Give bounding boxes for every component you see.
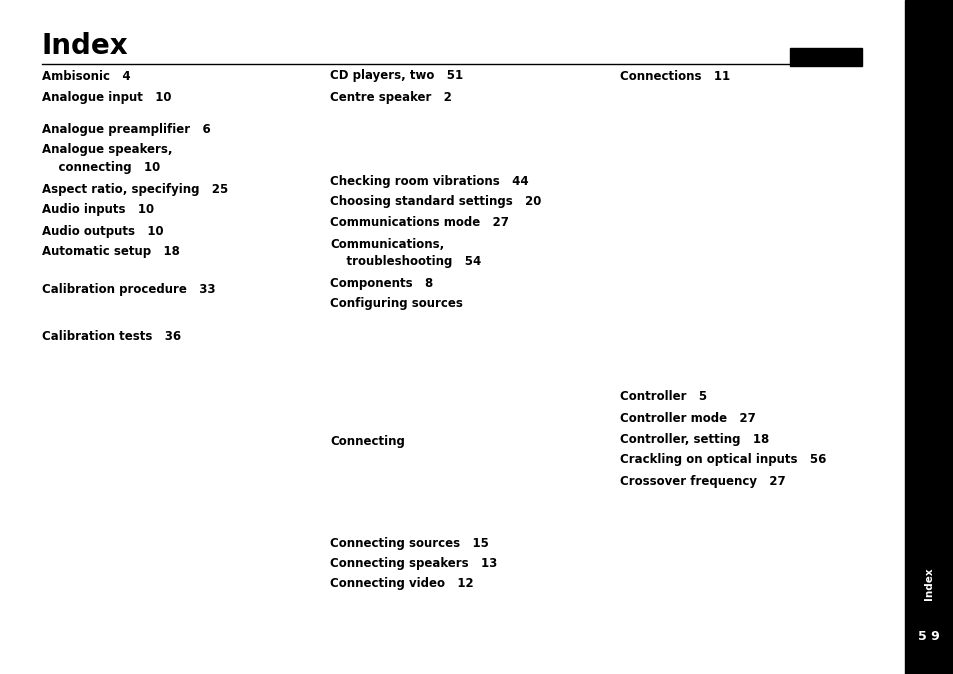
Text: connecting   10: connecting 10 (42, 162, 160, 175)
Bar (789, 48, 862, 66)
Text: Crackling on optical inputs   56: Crackling on optical inputs 56 (619, 454, 825, 466)
Text: Components   8: Components 8 (330, 276, 433, 290)
Text: Connections   11: Connections 11 (619, 69, 729, 82)
Text: Communications,: Communications, (330, 237, 444, 251)
Text: Automatic setup   18: Automatic setup 18 (42, 245, 180, 259)
Text: Centre speaker   2: Centre speaker 2 (330, 90, 452, 104)
Text: Analogue preamplifier   6: Analogue preamplifier 6 (42, 123, 211, 135)
Text: Connecting: Connecting (330, 435, 404, 448)
Text: Controller   5: Controller 5 (619, 390, 706, 404)
Bar (904, 0, 953, 674)
Text: Controller, setting   18: Controller, setting 18 (619, 433, 768, 446)
Text: Choosing standard settings   20: Choosing standard settings 20 (330, 195, 540, 208)
Text: Audio inputs   10: Audio inputs 10 (42, 204, 154, 216)
Text: Connecting video   12: Connecting video 12 (330, 578, 473, 590)
Text: Audio outputs   10: Audio outputs 10 (42, 224, 164, 237)
Text: 5 9: 5 9 (917, 630, 939, 642)
Text: troubleshooting   54: troubleshooting 54 (330, 255, 480, 268)
Text: Analogue speakers,: Analogue speakers, (42, 144, 172, 156)
Text: Connecting sources   15: Connecting sources 15 (330, 537, 488, 551)
Text: Calibration procedure   33: Calibration procedure 33 (42, 282, 215, 295)
Text: Index: Index (923, 568, 933, 601)
Text: Ambisonic   4: Ambisonic 4 (42, 69, 131, 82)
Text: Checking room vibrations   44: Checking room vibrations 44 (330, 175, 528, 187)
Text: Controller mode   27: Controller mode 27 (619, 412, 755, 425)
Text: Index: Index (42, 32, 129, 60)
Text: Aspect ratio, specifying   25: Aspect ratio, specifying 25 (42, 183, 228, 195)
Text: Analogue input   10: Analogue input 10 (42, 90, 172, 104)
Text: Crossover frequency   27: Crossover frequency 27 (619, 474, 785, 487)
Text: Communications mode   27: Communications mode 27 (330, 216, 508, 230)
Text: Configuring sources: Configuring sources (330, 297, 462, 311)
Text: CD players, two   51: CD players, two 51 (330, 69, 462, 82)
Text: Calibration tests   36: Calibration tests 36 (42, 330, 181, 344)
Text: Connecting speakers   13: Connecting speakers 13 (330, 557, 497, 570)
